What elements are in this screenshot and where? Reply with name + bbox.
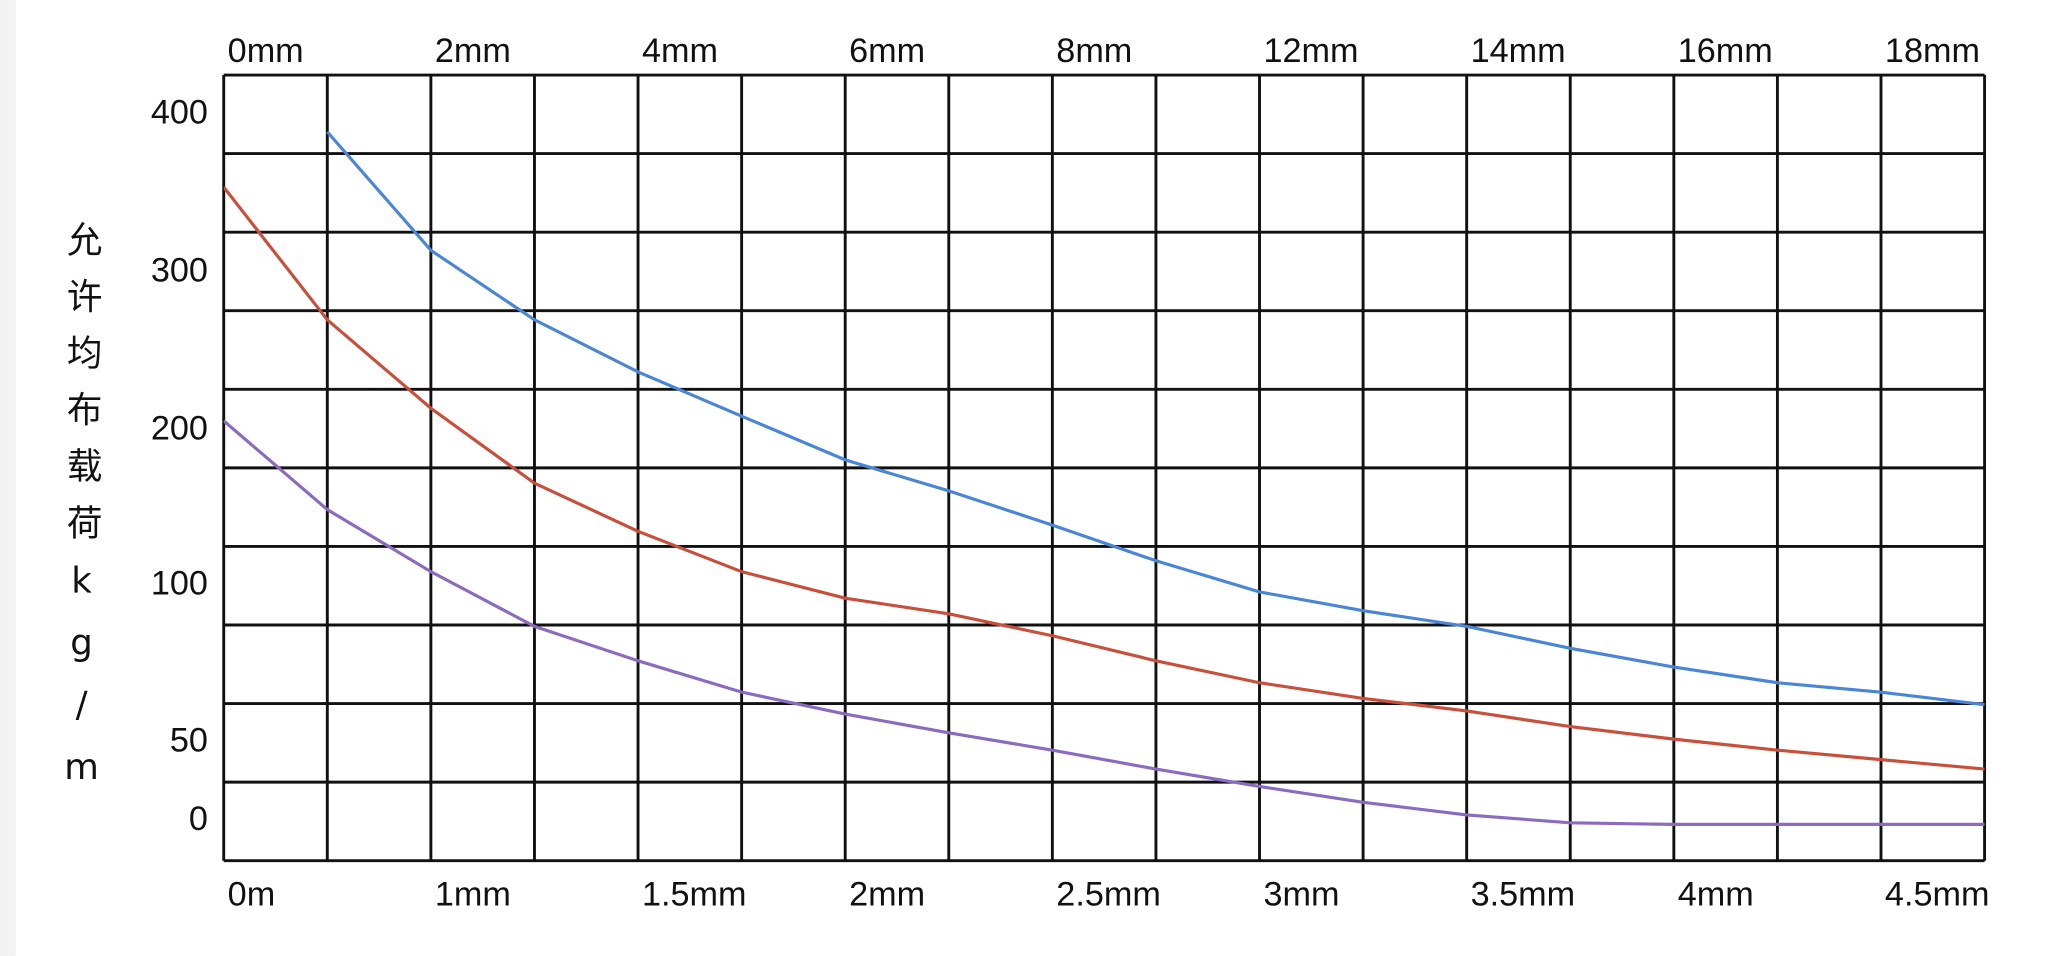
x-tick-label-top: 18mm [1885,32,1980,70]
x-tick-label-bottom: 4.5mm [1885,875,1990,913]
y-tick-label: 100 [151,565,208,603]
y-tick-label: 200 [151,409,208,447]
x-tick-label-top: 0mm [228,32,304,70]
y-tick-label: 300 [151,251,208,289]
x-tick-label-bottom: 2.5mm [1056,875,1161,913]
x-tick-label-top: 2mm [435,32,511,70]
data-line [326,130,1985,707]
x-tick-label-top: 8mm [1056,32,1132,70]
x-tick-label-bottom: 1mm [435,875,511,913]
x-tick-label-bottom: 4mm [1678,875,1754,913]
x-tick-label-top: 14mm [1471,32,1566,70]
left-strip [0,0,16,956]
y-tick-label: 0 [189,800,208,838]
x-tick-label-bottom: 0m [228,875,276,913]
x-tick-label-top: 4mm [642,32,718,70]
x-tick-label-bottom: 3mm [1263,875,1339,913]
y-axis-title: 允许均布载荷kg/m [61,221,102,809]
x-tick-label-top: 16mm [1678,32,1773,70]
y-tick-label: 400 [151,94,208,132]
data-line [223,419,1985,826]
x-tick-label-bottom: 2mm [849,875,925,913]
x-tick-label-bottom: 1.5mm [642,875,747,913]
y-tick-label: 50 [170,721,208,759]
x-tick-label-top: 12mm [1263,32,1358,70]
x-tick-label-top: 6mm [849,32,925,70]
data-line [223,186,1985,771]
x-tick-label-bottom: 3.5mm [1471,875,1576,913]
